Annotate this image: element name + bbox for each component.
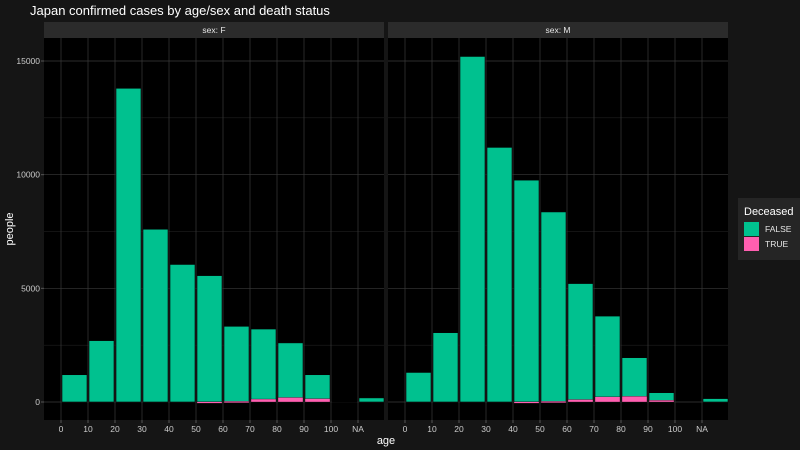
x-tick-label: 0	[59, 424, 64, 434]
x-tick-label: 70	[589, 424, 599, 434]
x-tick-label: 10	[83, 424, 93, 434]
x-tick-label: 100	[668, 424, 682, 434]
x-tick-label: 90	[643, 424, 653, 434]
legend-label: TRUE	[765, 239, 788, 249]
x-tick-label: 0	[403, 424, 408, 434]
x-tick-label: 20	[110, 424, 120, 434]
x-tick-label: 20	[454, 424, 464, 434]
y-tick-label: 5000	[21, 283, 40, 293]
bar-deceased-true	[648, 400, 675, 403]
x-tick-label: NA	[352, 424, 364, 434]
bar-deceased-true	[540, 401, 567, 403]
bar-deceased-false	[567, 283, 594, 403]
y-axis-label: people	[4, 212, 16, 245]
facet-strip	[44, 22, 384, 38]
bar-deceased-false	[196, 275, 223, 403]
bar-deceased-false	[250, 328, 277, 403]
bar-deceased-false	[223, 325, 250, 403]
bar-deceased-true	[567, 399, 594, 403]
bar-deceased-false	[702, 398, 729, 403]
x-tick-label: 60	[218, 424, 228, 434]
x-tick-label: 30	[137, 424, 147, 434]
x-tick-label: 90	[299, 424, 309, 434]
bar-deceased-true	[513, 401, 540, 404]
bar-deceased-false	[277, 342, 304, 403]
x-tick-label: 10	[427, 424, 437, 434]
bar-deceased-false	[61, 374, 88, 403]
x-tick-label: 80	[616, 424, 626, 434]
x-tick-label: 70	[245, 424, 255, 434]
legend-swatch	[744, 222, 759, 236]
bar-deceased-false	[304, 374, 331, 403]
x-axis-label: age	[377, 435, 395, 447]
x-tick-label: 40	[164, 424, 174, 434]
bar-deceased-false	[540, 211, 567, 403]
bar-deceased-false	[115, 87, 142, 403]
facet-panel: sex: F 0 10 20 30 40 50 60 70 80 90 100 NA	[44, 22, 385, 434]
facet-panel: sex: M 0 10 20 30 40 50 60 70 80 90 100 NA	[388, 22, 729, 434]
bar-deceased-false	[169, 264, 196, 403]
bar-deceased-false	[459, 56, 486, 403]
x-tick-label: 50	[191, 424, 201, 434]
x-tick-label: 30	[481, 424, 491, 434]
x-tick-label: 40	[508, 424, 518, 434]
bar-deceased-true	[223, 401, 250, 403]
x-tick-label: 60	[562, 424, 572, 434]
legend: Deceased FALSE TRUE	[738, 198, 800, 260]
x-tick-label: 80	[272, 424, 282, 434]
bar-deceased-true	[304, 398, 331, 403]
facet-strip-label: sex: F	[202, 25, 225, 35]
facet-strip-label: sex: M	[545, 25, 570, 35]
bar-deceased-true	[621, 396, 648, 403]
y-axis: 0 5000 10000 15000	[16, 56, 44, 407]
bar-deceased-false	[621, 357, 648, 403]
facet-panels: sex: F 0 10 20 30 40 50 60 70 80 90 100 NA sex: M 0 10 2…	[44, 22, 729, 434]
bar-deceased-false	[142, 228, 169, 403]
bar-deceased-false	[486, 147, 513, 403]
facet-strip	[388, 22, 728, 38]
bar-deceased-false	[594, 315, 621, 403]
legend-label: FALSE	[765, 224, 792, 234]
bar-deceased-false	[513, 179, 540, 403]
bar-deceased-false	[358, 397, 385, 403]
y-tick-label: 15000	[16, 56, 40, 66]
bar-deceased-true	[594, 396, 621, 403]
bar-deceased-false	[432, 332, 459, 403]
y-tick-label: 0	[35, 397, 40, 407]
bar-deceased-false	[88, 340, 115, 403]
bar-deceased-true	[196, 401, 223, 404]
x-tick-label: 50	[535, 424, 545, 434]
legend-swatch	[744, 237, 759, 251]
x-tick-label: NA	[696, 424, 708, 434]
y-tick-label: 10000	[16, 170, 40, 180]
bar-deceased-false	[405, 372, 432, 403]
legend-title: Deceased	[744, 206, 794, 218]
chart-title: Japan confirmed cases by age/sex and dea…	[30, 3, 330, 18]
x-tick-label: 100	[324, 424, 338, 434]
bar-deceased-true	[277, 397, 304, 403]
bar-deceased-true	[250, 398, 277, 403]
